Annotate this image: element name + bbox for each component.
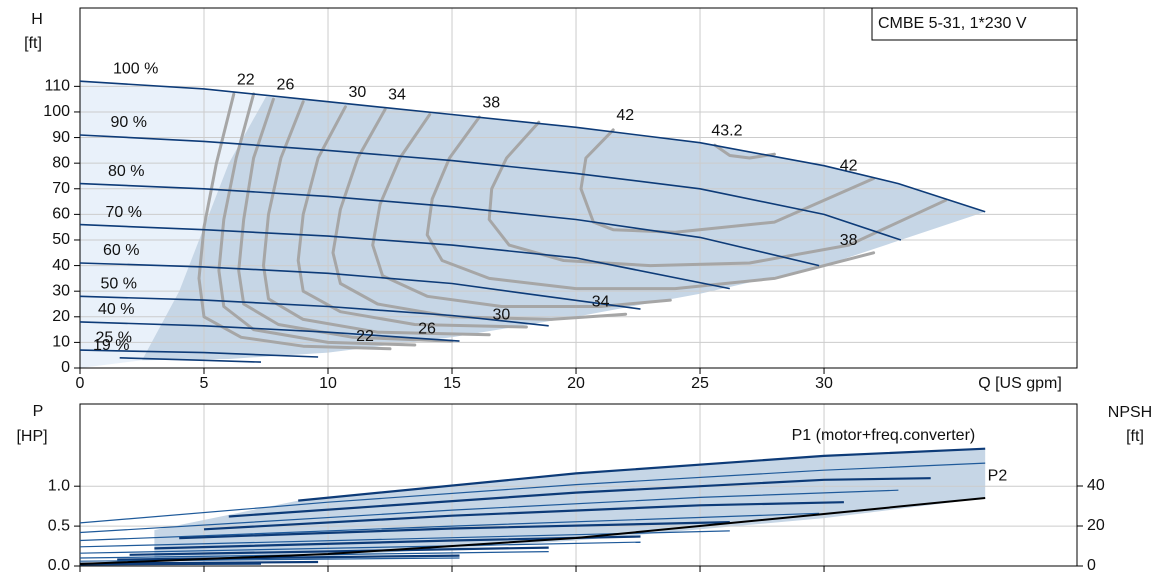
- y2-tick-label: 20: [1087, 517, 1105, 534]
- efficiency-contour: [579, 128, 876, 234]
- contour-label: 30: [348, 84, 366, 101]
- y-tick-label: 70: [52, 180, 70, 197]
- curve: [129, 546, 549, 556]
- curve: [79, 541, 641, 554]
- y-tick-label: 10: [52, 334, 70, 351]
- efficiency-contour: [713, 143, 776, 160]
- x-tick-label: 5: [200, 375, 209, 392]
- labels: H [ft] Q [US gpm] P [HP] NPSH [ft] CMBE …: [16, 7, 1152, 572]
- curve: [79, 349, 319, 358]
- contour-label: 43.2: [711, 122, 742, 139]
- y-tick-label: 110: [44, 78, 70, 95]
- contour-label: 22: [237, 71, 255, 88]
- curve-label: P2: [988, 467, 1008, 484]
- x-tick-label: 0: [76, 375, 85, 392]
- contour-label: 22: [356, 328, 374, 345]
- speed-label: 80 %: [108, 163, 144, 180]
- contour-label: 38: [840, 232, 858, 249]
- y-tick-label: 50: [52, 231, 70, 248]
- contour-label: 38: [482, 94, 500, 111]
- y-tick-label: 30: [52, 282, 70, 299]
- y-tick-label: 1.0: [48, 477, 70, 494]
- y-tick-label: 60: [52, 206, 70, 223]
- efficiency-contour: [487, 120, 948, 268]
- efficiency-contour: [296, 105, 528, 329]
- y-tick-label: 40: [52, 257, 70, 274]
- efficiency-contour: [425, 115, 876, 291]
- curve: [79, 489, 899, 534]
- curve-label: P1 (motor+freq.converter): [792, 427, 976, 444]
- x-tick-label: 15: [443, 375, 461, 392]
- curve: [228, 477, 931, 518]
- curve: [79, 134, 902, 241]
- curve: [79, 462, 986, 524]
- y2-axis-unit: [ft]: [1126, 428, 1144, 445]
- curve: [79, 562, 262, 566]
- contour-label: 26: [277, 76, 295, 93]
- speed-label: 19 %: [93, 337, 129, 354]
- y-tick-label: 100: [43, 103, 70, 120]
- curve: [179, 521, 730, 540]
- efficiency-contour: [197, 92, 392, 351]
- speed-label: 100 %: [113, 60, 158, 77]
- curves: [79, 80, 986, 566]
- x-tick-label: 25: [691, 375, 709, 392]
- curve: [203, 501, 844, 531]
- efficiency-contour: [262, 100, 491, 337]
- speed-label: 60 %: [103, 242, 139, 259]
- curve: [79, 497, 986, 565]
- operating-region: [142, 96, 986, 361]
- contour-label: 42: [616, 107, 634, 124]
- speed-label: 90 %: [111, 114, 147, 131]
- contour-label: 34: [592, 293, 610, 310]
- plot-frame: [79, 403, 1078, 567]
- x-tick-label: 30: [815, 375, 833, 392]
- curve: [79, 182, 820, 267]
- x-tick-label: 10: [319, 375, 337, 392]
- speed-label: 25 %: [96, 329, 132, 346]
- title-box: [871, 7, 1078, 41]
- x-tick-label: 20: [567, 375, 585, 392]
- contour-label: 34: [388, 87, 406, 104]
- plot-frame: [79, 7, 1078, 369]
- y2-tick-label: 40: [1087, 477, 1105, 494]
- y-tick-label: 20: [52, 308, 70, 325]
- y-tick-label: 0: [61, 359, 70, 376]
- regions: [80, 81, 986, 562]
- y-tick-label: 0.5: [48, 517, 70, 534]
- curve: [298, 447, 986, 502]
- curve: [79, 295, 549, 327]
- y-axis-label: H: [31, 11, 43, 28]
- speed-label: 50 %: [101, 276, 137, 293]
- curve: [79, 262, 641, 310]
- y2-axis-label: NPSH: [1108, 404, 1152, 421]
- operating-region: [154, 448, 986, 562]
- y-axis-unit: [ft]: [24, 35, 42, 52]
- chart-title: CMBE 5-31, 1*230 V: [878, 15, 1027, 32]
- curve: [117, 554, 460, 561]
- curve: [79, 80, 986, 213]
- y2-tick-label: 0: [1087, 557, 1096, 572]
- curve: [79, 223, 730, 290]
- speed-label: 40 %: [98, 301, 134, 318]
- y-tick-label: 80: [52, 154, 70, 171]
- curve: [79, 512, 820, 542]
- efficiency-contour: [237, 97, 454, 343]
- efficiency-contour: [331, 107, 628, 321]
- curve: [79, 321, 460, 342]
- contour-label: 42: [840, 158, 858, 175]
- contour-label: 26: [418, 320, 436, 337]
- efficiency-contour: [217, 92, 417, 347]
- y-axis-unit: [HP]: [16, 428, 47, 445]
- contour-label: 30: [493, 306, 511, 323]
- y-tick-label: 0.0: [48, 557, 70, 572]
- y-axis-label: P: [33, 403, 44, 420]
- speed-label: 70 %: [106, 204, 142, 221]
- x-axis-label: Q [US gpm]: [978, 375, 1062, 392]
- y-tick-label: 90: [52, 129, 70, 146]
- efficiency-contour: [371, 113, 672, 308]
- curve: [119, 357, 262, 363]
